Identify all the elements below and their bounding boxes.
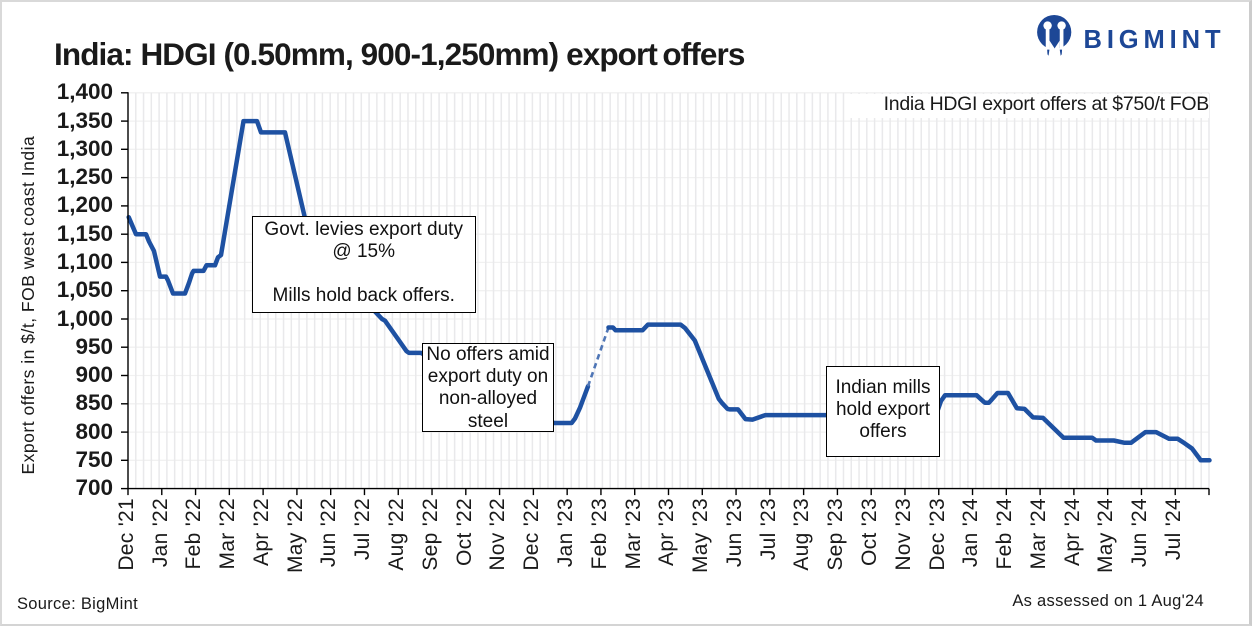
svg-text:BIGMINT: BIGMINT [1084,26,1226,54]
